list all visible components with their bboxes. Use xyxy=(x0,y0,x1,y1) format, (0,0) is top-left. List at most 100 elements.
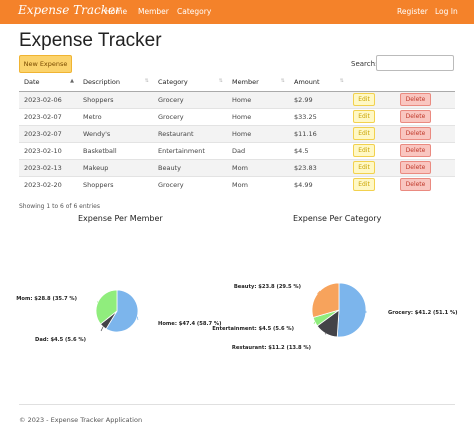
cell-amount: $23.83 xyxy=(289,158,348,176)
header-date-label: Date xyxy=(24,78,40,87)
delete-button[interactable]: Delete xyxy=(400,178,431,192)
footer-text: © 2023 - Expense Tracker Application xyxy=(19,416,143,424)
brand-link[interactable]: Expense Tracker xyxy=(18,3,121,17)
cell-delete: Delete xyxy=(395,175,455,193)
cell-edit: Edit xyxy=(348,141,395,159)
cell-description: Wendy's xyxy=(78,124,153,142)
cell-date: 2023-02-07 xyxy=(19,124,78,142)
header-date[interactable]: Date ▲ xyxy=(19,74,78,92)
cell-amount: $4.5 xyxy=(289,141,348,159)
table-row: 2023-02-06 Shoppers Grocery Home $2.99 E… xyxy=(19,90,455,108)
category-chart-title: Expense Per Category xyxy=(293,214,382,223)
pie-slice-label: Grocery: $41.2 (51.1 %) xyxy=(388,310,458,316)
nav-login-link[interactable]: Log In xyxy=(435,7,458,16)
entries-info: Showing 1 to 6 of 6 entries xyxy=(19,203,100,210)
sort-icon: ⇅ xyxy=(218,78,223,84)
header-delete xyxy=(395,74,455,92)
cell-edit: Edit xyxy=(348,107,395,125)
cell-description: Makeup xyxy=(78,158,153,176)
table-header-row: Date ▲ Description ⇅ Category ⇅ Member ⇅ Amo… xyxy=(19,74,455,92)
pie-slice xyxy=(336,282,367,338)
pie-slice-label: Dad: $4.5 (5.6 %) xyxy=(35,337,86,343)
pie-slice xyxy=(95,289,118,325)
footer-divider xyxy=(19,404,455,405)
edit-button[interactable]: Edit xyxy=(353,144,375,157)
header-amount-label: Amount xyxy=(294,78,320,87)
cell-date: 2023-02-13 xyxy=(19,158,78,176)
search-input[interactable] xyxy=(376,55,454,71)
edit-button[interactable]: Edit xyxy=(353,93,375,106)
cell-category: Grocery xyxy=(153,107,227,125)
cell-delete: Delete xyxy=(395,124,455,142)
cell-delete: Delete xyxy=(395,107,455,125)
header-description-label: Description xyxy=(83,78,121,87)
delete-button[interactable]: Delete xyxy=(400,110,431,123)
new-expense-button[interactable]: New Expense xyxy=(19,55,72,73)
cell-amount: $11.16 xyxy=(289,124,348,142)
cell-description: Basketball xyxy=(78,141,153,159)
cell-description: Metro xyxy=(78,107,153,125)
cell-category: Beauty xyxy=(153,158,227,176)
pie-slice-label: Entertainment: $4.5 (5.6 %) xyxy=(212,326,294,332)
header-edit xyxy=(348,74,395,92)
page-title: Expense Tracker xyxy=(19,30,162,51)
cell-date: 2023-02-06 xyxy=(19,90,78,108)
edit-button[interactable]: Edit xyxy=(353,178,375,192)
cell-category: Grocery xyxy=(153,175,227,193)
table-row: 2023-02-10 Basketball Entertainment Dad … xyxy=(19,141,455,159)
nav-member-link[interactable]: Member xyxy=(138,7,169,16)
header-amount[interactable]: Amount ⇅ xyxy=(289,74,348,92)
cell-edit: Edit xyxy=(348,90,395,108)
cell-member: Dad xyxy=(227,141,289,159)
cell-description: Shoppers xyxy=(78,90,153,108)
cell-member: Home xyxy=(227,90,289,108)
table-row: 2023-02-07 Metro Grocery Home $33.25 Edi… xyxy=(19,107,455,125)
cell-delete: Delete xyxy=(395,90,455,108)
delete-button[interactable]: Delete xyxy=(400,93,431,106)
cell-delete: Delete xyxy=(395,158,455,176)
member-chart-title: Expense Per Member xyxy=(78,214,163,223)
edit-button[interactable]: Edit xyxy=(353,110,375,123)
edit-button[interactable]: Edit xyxy=(353,161,375,174)
header-member-label: Member xyxy=(232,78,259,87)
nav-home-link[interactable]: Home xyxy=(105,7,128,16)
sort-icon: ⇅ xyxy=(339,78,344,84)
cell-category: Restaurant xyxy=(153,124,227,142)
nav-category-link[interactable]: Category xyxy=(177,7,212,16)
cell-delete: Delete xyxy=(395,141,455,159)
cell-date: 2023-02-20 xyxy=(19,175,78,193)
nav-register-link[interactable]: Register xyxy=(397,7,428,16)
cell-member: Home xyxy=(227,107,289,125)
pie-slice-label: Mom: $28.8 (35.7 %) xyxy=(16,296,77,302)
pie-label-connector xyxy=(136,316,139,321)
delete-button[interactable]: Delete xyxy=(400,161,431,174)
pie-label-connector xyxy=(317,290,321,295)
pie-slice xyxy=(105,289,139,333)
table-row: 2023-02-07 Wendy's Restaurant Home $11.1… xyxy=(19,124,455,142)
cell-category: Grocery xyxy=(153,90,227,108)
pie-slice-label: Restaurant: $11.2 (13.8 %) xyxy=(232,345,311,351)
edit-button[interactable]: Edit xyxy=(353,127,375,140)
pie-slice xyxy=(312,309,340,327)
cell-date: 2023-02-10 xyxy=(19,141,78,159)
sort-icon: ⇅ xyxy=(280,78,285,84)
table-row: 2023-02-20 Shoppers Grocery Mom $4.99 Ed… xyxy=(19,175,455,193)
pie-slice xyxy=(99,310,118,330)
header-category[interactable]: Category ⇅ xyxy=(153,74,227,92)
header-member[interactable]: Member ⇅ xyxy=(227,74,289,92)
delete-button[interactable]: Delete xyxy=(400,144,431,157)
cell-amount: $4.99 xyxy=(289,175,348,193)
pie-slice-label: Home: $47.4 (58.7 %) xyxy=(158,321,221,327)
sort-icon: ⇅ xyxy=(144,78,149,84)
cell-amount: $2.99 xyxy=(289,90,348,108)
delete-button[interactable]: Delete xyxy=(400,127,431,140)
cell-category: Entertainment xyxy=(153,141,227,159)
pie-label-connector xyxy=(313,321,316,325)
cell-amount: $33.25 xyxy=(289,107,348,125)
cell-edit: Edit xyxy=(348,158,395,176)
cell-member: Home xyxy=(227,124,289,142)
expense-table: Date ▲ Description ⇅ Category ⇅ Member ⇅ Amo… xyxy=(19,74,455,193)
header-description[interactable]: Description ⇅ xyxy=(78,74,153,92)
cell-member: Mom xyxy=(227,175,289,193)
search-label: Search: xyxy=(351,60,378,68)
